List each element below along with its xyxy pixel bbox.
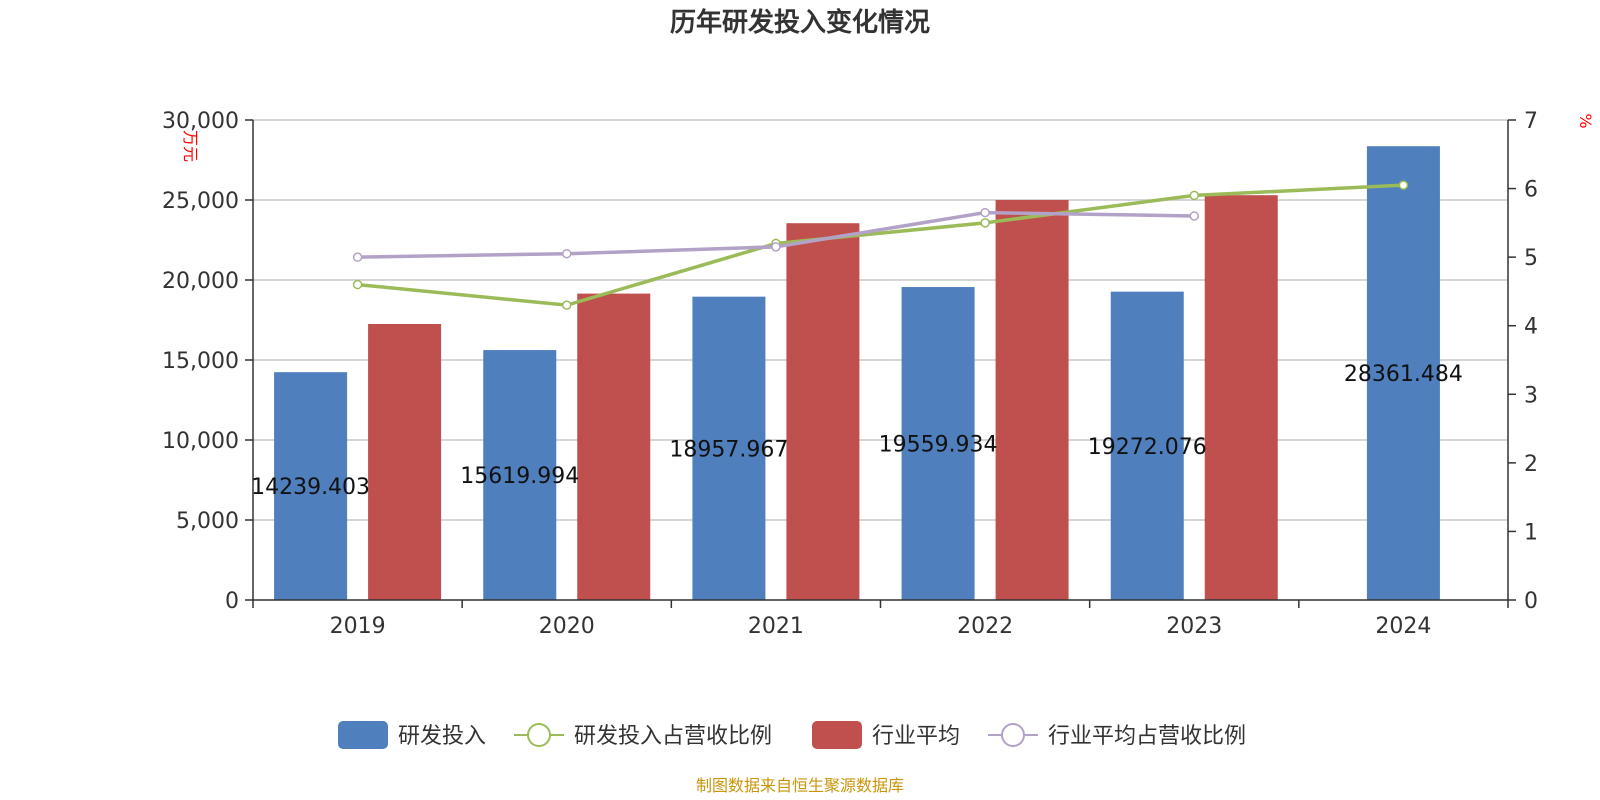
right-tick-label: 0 xyxy=(1524,589,1538,614)
bar-行业平均-2022 xyxy=(995,200,1069,600)
bar-行业平均-2020 xyxy=(577,293,651,600)
legend-swatch-行业平均 xyxy=(812,721,862,749)
left-tick-label: 0 xyxy=(225,589,239,614)
x-tick-label: 2024 xyxy=(1375,614,1431,639)
left-tick-label: 25,000 xyxy=(162,189,239,214)
legend-marker-行业平均占营收比例 xyxy=(1001,723,1025,747)
legend-label-行业平均: 行业平均 xyxy=(872,724,960,749)
point-研发投入占营收比例 xyxy=(562,300,572,310)
bar-研发投入-2024 xyxy=(1366,146,1440,601)
point-研发投入占营收比例 xyxy=(980,218,990,228)
bar-研发投入-2019 xyxy=(274,372,348,600)
left-tick-label: 5,000 xyxy=(176,509,239,534)
x-tick-label: 2023 xyxy=(1166,614,1222,639)
right-tick-label: 7 xyxy=(1524,109,1538,134)
legend: 研发投入 研发投入占营收比例 行业平均 行业平均占营收比例 xyxy=(338,721,1246,749)
axes: 0 5,000 10,000 15,000 20,000 25,000 30,000 0 1 2 3… xyxy=(162,109,1538,639)
right-tick-label: 4 xyxy=(1524,315,1538,340)
chart-title: 历年研发投入变化情况 xyxy=(670,7,930,38)
left-tick-label: 10,000 xyxy=(162,429,239,454)
point-行业平均占营收比例 xyxy=(352,252,363,262)
lines xyxy=(352,180,1409,310)
x-tick-label: 2022 xyxy=(957,614,1013,639)
right-tick-label: 5 xyxy=(1524,246,1538,271)
line-研发投入占营收比例 xyxy=(357,183,1404,307)
x-tick-label: 2021 xyxy=(748,614,804,639)
value-label-2024: 28361.484 xyxy=(1344,362,1463,387)
point-行业平均占营收比例 xyxy=(1189,211,1199,221)
point-行业平均占营收比例 xyxy=(562,248,572,259)
right-tick-label: 6 xyxy=(1524,178,1538,203)
bars xyxy=(274,146,1440,601)
value-label-2019: 14239.403 xyxy=(251,475,370,500)
legend-marker-研发投入占营收比例 xyxy=(527,723,551,747)
right-tick-label: 2 xyxy=(1524,452,1538,477)
bar-行业平均-2023 xyxy=(1204,195,1278,600)
value-label-2020: 15619.994 xyxy=(460,464,579,489)
bar-研发投入-2022 xyxy=(901,287,975,600)
legend-label-研发投入: 研发投入 xyxy=(398,724,486,749)
point-行业平均占营收比例 xyxy=(771,242,781,252)
bar-行业平均-2021 xyxy=(786,223,860,600)
point-行业平均占营收比例 xyxy=(980,207,990,218)
point-研发投入占营收比例 xyxy=(352,279,363,290)
legend-label-研发投入占营收比例: 研发投入占营收比例 xyxy=(574,724,772,749)
left-tick-label: 15,000 xyxy=(162,349,239,374)
legend-swatch-研发投入 xyxy=(338,721,388,749)
bar-行业平均-2019 xyxy=(368,324,442,600)
left-axis-unit: 万元 xyxy=(181,130,200,162)
gridlines xyxy=(253,119,1508,521)
point-研发投入占营收比例 xyxy=(1398,180,1409,190)
value-label-2021: 18957.967 xyxy=(669,437,788,462)
value-label-2022: 19559.934 xyxy=(879,433,998,458)
data-source: 制图数据来自恒生聚源数据库 xyxy=(696,776,904,795)
value-label-2023: 19272.076 xyxy=(1088,435,1207,460)
bar-研发投入-2023 xyxy=(1110,291,1184,600)
x-tick-label: 2019 xyxy=(330,614,386,639)
right-tick-label: 1 xyxy=(1524,520,1538,545)
bar-研发投入-2020 xyxy=(483,350,557,600)
legend-label-行业平均占营收比例: 行业平均占营收比例 xyxy=(1048,724,1246,749)
value-labels: 14239.403 15619.994 18957.967 19559.934 1927… xyxy=(251,362,1463,500)
left-tick-label: 30,000 xyxy=(162,109,239,134)
x-tick-label: 2020 xyxy=(539,614,595,639)
right-axis-unit: % xyxy=(1576,113,1595,128)
point-研发投入占营收比例 xyxy=(1189,190,1199,201)
left-tick-label: 20,000 xyxy=(162,269,239,294)
bar-研发投入-2021 xyxy=(692,296,766,600)
right-tick-label: 3 xyxy=(1524,383,1538,408)
